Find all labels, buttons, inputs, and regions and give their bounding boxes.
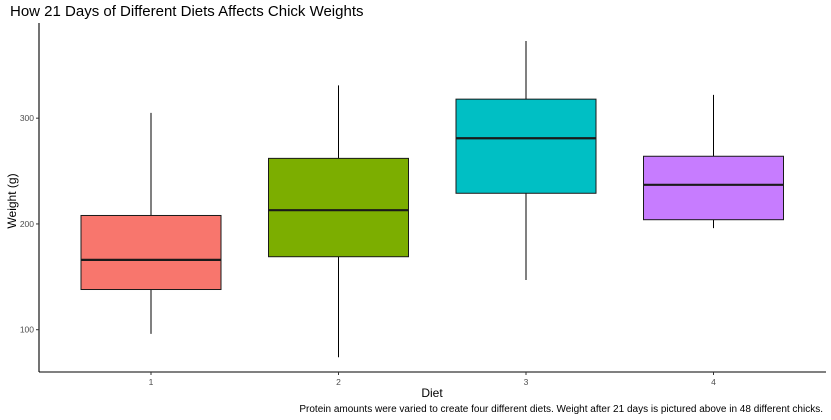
x-tick-label: 4 — [711, 377, 716, 387]
y-tick-label: 100 — [20, 325, 34, 335]
chart-title: How 21 Days of Different Diets Affects C… — [10, 3, 364, 20]
x-tick-label: 1 — [149, 377, 154, 387]
box-diet-3 — [455, 98, 597, 194]
y-tick-label: 300 — [20, 113, 34, 123]
box-diet-1 — [80, 214, 222, 291]
box-diet-2 — [268, 157, 409, 258]
box-diet-4 — [643, 155, 784, 221]
y-tick-label: 200 — [20, 219, 34, 229]
x-tick-label: 3 — [524, 377, 529, 387]
chart-caption: Protein amounts were varied to create fo… — [299, 404, 823, 415]
x-axis-label: Diet — [421, 386, 443, 400]
x-tick-label: 2 — [336, 377, 341, 387]
